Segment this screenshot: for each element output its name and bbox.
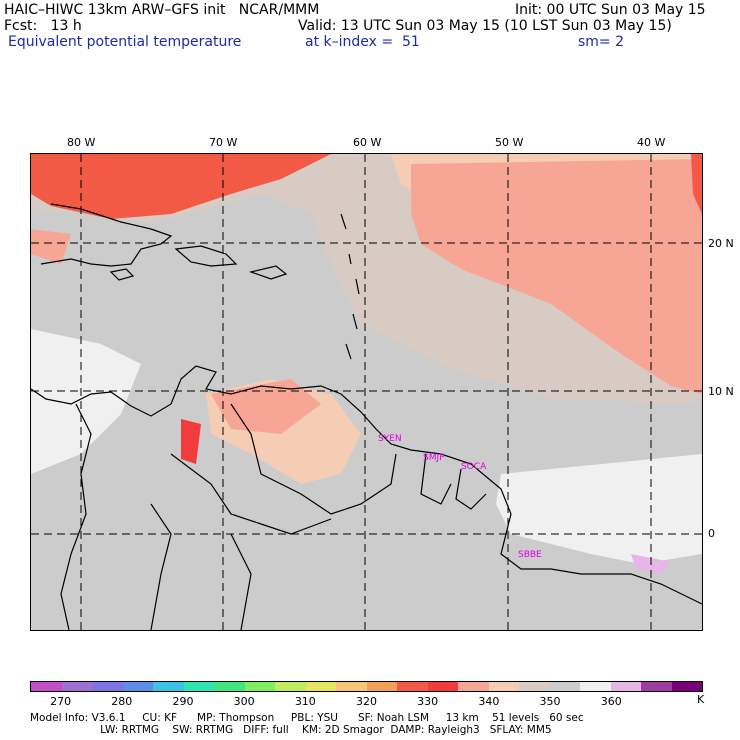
lat-label-10n: 10 N — [708, 385, 734, 398]
colorbar-swatch-14 — [458, 682, 489, 691]
colorbar-swatch-12 — [397, 682, 428, 691]
theta-band-330-east — [691, 154, 702, 214]
colorbar-swatch-6 — [214, 682, 245, 691]
theta-band-330 — [31, 154, 331, 219]
init-time: Init: 00 UTC Sun 03 May 15 — [515, 2, 706, 18]
colorbar-swatch-4 — [153, 682, 184, 691]
cb-label-320: 320 — [356, 695, 377, 708]
coastlines — [31, 203, 702, 630]
level-index: at k–index = 51 — [305, 34, 420, 50]
model-title: HAIC–HIWC 13km ARW–GFS init NCAR/MMM — [4, 2, 320, 18]
cb-label-310: 310 — [294, 695, 316, 708]
colorbar-swatch-19 — [610, 682, 641, 691]
colorbar-swatch-3 — [122, 682, 153, 691]
lon-label-40w: 40 W — [637, 136, 666, 149]
station-sbbe: SBBE — [518, 550, 542, 560]
colorbar-labels: 270 280 290 300 310 320 330 340 350 360 — [30, 695, 703, 708]
colorbar-swatch-13 — [427, 682, 458, 691]
lon-label-70w: 70 W — [209, 136, 238, 149]
colorbar-swatch-16 — [519, 682, 550, 691]
colorbar-swatch-0 — [31, 682, 62, 691]
theta-band-360-west — [31, 329, 141, 474]
colorbar-swatch-5 — [183, 682, 214, 691]
colorbar-swatch-1 — [61, 682, 92, 691]
cb-label-330: 330 — [417, 695, 439, 708]
colorbar-swatch-17 — [549, 682, 580, 691]
theta-patch-cuba — [31, 229, 71, 264]
colorbar-swatch-20 — [641, 682, 672, 691]
cb-label-360: 360 — [600, 695, 622, 708]
theta-band-325-andes — [181, 419, 201, 464]
colorbar-swatch-8 — [275, 682, 306, 691]
cb-label-290: 290 — [172, 695, 194, 708]
colorbar-swatch-7 — [244, 682, 275, 691]
colorbar-swatch-10 — [336, 682, 367, 691]
theta-band-340 — [411, 159, 702, 394]
forecast-hour: Fcst: 13 h — [4, 18, 82, 34]
model-info-line1: Model Info: V3.6.1 CU: KF MP: Thompson P… — [30, 712, 584, 724]
station-syen: SYEN — [378, 434, 402, 444]
lat-label-equator: 0 — [708, 527, 715, 540]
theta-e-field: SYEN SMJP SOCA SBBE — [31, 154, 702, 630]
map-panel: SYEN SMJP SOCA SBBE — [30, 153, 703, 631]
model-info-line2: LW: RRTMG SW: RRTMG DIFF: full KM: 2D Sm… — [30, 724, 552, 736]
lon-label-50w: 50 W — [495, 136, 524, 149]
smoothing: sm= 2 — [578, 34, 625, 50]
colorbar-swatch-11 — [366, 682, 397, 691]
lon-label-60w: 60 W — [353, 136, 382, 149]
lat-label-20n: 20 N — [708, 237, 734, 250]
valid-time: Valid: 13 UTC Sun 03 May 15 (10 LST Sun … — [298, 18, 672, 34]
station-smjp: SMJP — [423, 453, 445, 463]
station-soca: SOCA — [461, 462, 487, 472]
field-name: Equivalent potential temperature — [8, 34, 242, 50]
colorbar-swatch-2 — [92, 682, 123, 691]
colorbar-swatch-15 — [488, 682, 519, 691]
cb-label-340: 340 — [478, 695, 500, 708]
colorbar — [30, 681, 703, 692]
cb-label-350: 350 — [539, 695, 561, 708]
colorbar-swatch-18 — [580, 682, 611, 691]
colorbar-swatch-9 — [305, 682, 336, 691]
colorbar-swatch-21 — [671, 682, 702, 691]
lon-label-80w: 80 W — [67, 136, 96, 149]
cb-label-280: 280 — [111, 695, 133, 708]
colorbar-unit: K — [697, 693, 705, 706]
theta-band-340-venezuela — [211, 379, 321, 434]
cb-label-300: 300 — [233, 695, 255, 708]
cb-label-270: 270 — [50, 695, 72, 708]
